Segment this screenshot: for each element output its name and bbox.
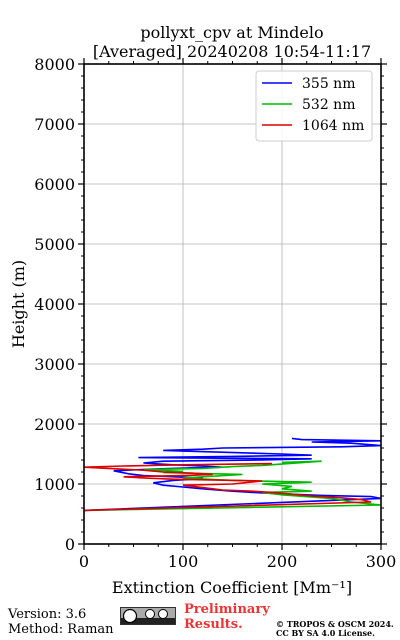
x-tick-label: 100	[168, 552, 199, 571]
legend-box	[255, 70, 373, 142]
y-tick-label: 0	[65, 535, 75, 554]
legend-items: 355 nm 532 nm 1064 nm	[262, 76, 364, 134]
series-line-1064-nm	[84, 462, 372, 512]
y-tick-label: 5000	[34, 235, 75, 254]
method-text: Method: Raman	[8, 622, 114, 637]
series-line-532-nm	[84, 460, 381, 512]
y-tick-label: 4000	[34, 295, 75, 314]
copyright-line1: © TROPOS & OSCM 2024.	[276, 619, 394, 629]
copyright-note: © TROPOS & OSCM 2024. CC BY SA 4.0 Licen…	[276, 620, 394, 638]
legend: 355 nm 532 nm 1064 nm	[255, 70, 373, 142]
legend-label-532-nm: 532 nm	[302, 97, 355, 113]
y-tick-label: 8000	[34, 55, 75, 74]
y-tick-label: 1000	[34, 475, 75, 494]
y-tick-label: 3000	[34, 355, 75, 374]
y-axis-label: Height (m)	[9, 260, 28, 348]
legend-label-1064-nm: 1064 nm	[302, 118, 364, 134]
cc-by-sa-logo	[120, 607, 176, 625]
y-tick-label: 7000	[34, 115, 75, 134]
preliminary-note: Preliminary Results.	[184, 602, 270, 632]
x-tick-label: 200	[267, 552, 298, 571]
version-text: Version: 3.6	[8, 607, 87, 622]
x-tick-label: 300	[366, 552, 397, 571]
chart-subtitle: [Averaged] 20240208 10:54-11:17	[93, 42, 371, 61]
legend-label-355-nm: 355 nm	[302, 76, 355, 92]
y-tick-label: 6000	[34, 175, 75, 194]
series-layer	[84, 437, 381, 512]
chart: pollyxt_cpv at Mindelo [Averaged] 202402…	[9, 23, 396, 597]
series-line-355-nm	[84, 437, 381, 512]
x-tick-labels: 0 100 200 300	[79, 552, 396, 571]
y-tick-labels: 0 1000 2000 3000 4000 5000 6000 7000 8000	[34, 55, 75, 554]
preliminary-line2: Results.	[184, 617, 243, 632]
x-axis-label: Extinction Coefficient [Mm⁻¹]	[112, 578, 352, 597]
preliminary-line1: Preliminary	[184, 602, 270, 617]
copyright-line2: CC BY SA 4.0 License.	[276, 628, 375, 638]
ticks	[78, 58, 387, 550]
x-tick-label: 0	[79, 552, 89, 571]
cc-logo-icon	[121, 608, 175, 624]
chart-title: pollyxt_cpv at Mindelo	[140, 23, 323, 42]
y-tick-label: 2000	[34, 415, 75, 434]
